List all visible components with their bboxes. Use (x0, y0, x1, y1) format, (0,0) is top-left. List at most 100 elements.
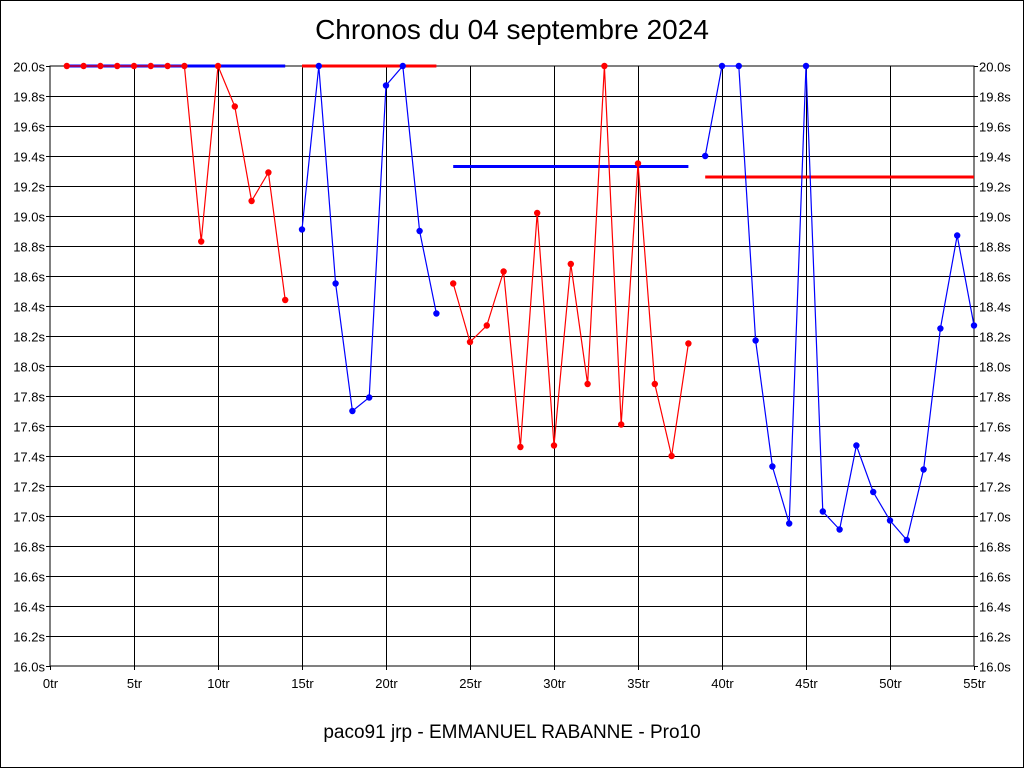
x-tick-label: 30tr (543, 676, 566, 691)
y-tick-label: 16.4s (13, 600, 45, 615)
data-point (382, 82, 390, 89)
x-tick-label: 50tr (879, 676, 902, 691)
y-tick-label: 17.8s (13, 390, 45, 405)
data-point (836, 526, 843, 533)
data-point (366, 394, 373, 401)
y-tick-label: 19.8s (13, 90, 45, 105)
series-line-4 (704, 65, 975, 542)
y-tick-label-right: 16.6s (979, 570, 1011, 585)
x-tick-label: 55tr (963, 676, 986, 691)
data-point (954, 232, 961, 239)
data-point (819, 508, 826, 515)
series-line-1 (66, 65, 286, 301)
data-point (937, 325, 944, 332)
data-point (970, 322, 978, 329)
data-point (870, 488, 877, 496)
grid (50, 66, 974, 666)
data-point (231, 103, 238, 110)
y-tick-label-right: 18.2s (979, 330, 1011, 345)
x-tick-label: 25tr (459, 676, 482, 691)
x-tick-label: 10tr (207, 676, 230, 691)
y-tick-label-right: 18.0s (979, 360, 1011, 375)
y-tick-label-right: 17.4s (979, 450, 1011, 465)
y-tick-label: 18.2s (13, 330, 45, 345)
data-point (802, 62, 810, 70)
y-tick-label: 18.0s (13, 360, 45, 375)
y-tick-label: 17.0s (13, 510, 45, 525)
data-point (634, 160, 642, 167)
y-tick-label: 17.2s (13, 480, 45, 495)
data-point (198, 238, 205, 245)
data-point (80, 62, 87, 70)
y-tick-label-right: 17.2s (979, 480, 1011, 495)
y-tick-label-right: 16.0s (979, 660, 1011, 675)
data-point (920, 466, 927, 473)
data-point (399, 62, 406, 70)
x-tick-label: 45tr (795, 676, 818, 691)
data-points (63, 62, 978, 544)
y-tick-label-right: 17.8s (979, 390, 1011, 405)
y-tick-label-right: 18.8s (979, 240, 1011, 255)
data-point (298, 226, 306, 233)
data-point (886, 517, 894, 524)
y-tick-label: 20.0s (13, 60, 45, 75)
data-point (130, 62, 138, 70)
y-tick-label: 16.8s (13, 540, 45, 555)
y-tick-label-right: 20.0s (979, 60, 1011, 75)
data-point (584, 380, 591, 388)
data-point (466, 338, 474, 346)
data-point (147, 62, 154, 70)
data-point (903, 536, 910, 544)
y-tick-label-right: 16.8s (979, 540, 1011, 555)
series-lines (66, 64, 975, 542)
data-point (97, 62, 104, 70)
y-tick-label: 19.6s (13, 120, 45, 135)
data-point (668, 452, 675, 460)
y-tick-label: 18.6s (13, 270, 45, 285)
data-point (450, 280, 457, 287)
data-point (651, 380, 658, 388)
y-tick-label-right: 19.4s (979, 150, 1011, 165)
data-point (550, 442, 558, 449)
data-point (164, 62, 171, 70)
y-tick-label-right: 16.2s (979, 630, 1011, 645)
data-point (349, 407, 356, 415)
y-tick-label-right: 18.4s (979, 300, 1011, 315)
x-tick-label: 35tr (627, 676, 650, 691)
data-point (718, 62, 726, 70)
y-tick-label-right: 19.0s (979, 210, 1011, 225)
y-tick-label-right: 19.8s (979, 90, 1011, 105)
data-point (265, 169, 272, 176)
y-tick-label: 19.0s (13, 210, 45, 225)
y-tick-label-right: 18.6s (979, 270, 1011, 285)
data-point (534, 209, 541, 217)
y-tick-label: 18.4s (13, 300, 45, 315)
y-tick-label-right: 19.2s (979, 180, 1011, 195)
data-point (517, 443, 524, 451)
y-tick-label: 16.2s (13, 630, 45, 645)
y-tick-label-right: 16.4s (979, 600, 1011, 615)
data-point (282, 296, 289, 304)
data-point (248, 197, 255, 205)
y-tick-label: 17.4s (13, 450, 45, 465)
y-tick-label: 16.6s (13, 570, 45, 585)
x-tick-label: 40tr (711, 676, 734, 691)
data-point (786, 520, 793, 527)
data-point (601, 62, 608, 70)
data-point (214, 62, 222, 70)
x-tick-label: 20tr (375, 676, 398, 691)
series-line-2 (301, 64, 437, 413)
x-tick-label: 0tr (43, 676, 59, 691)
data-point (433, 310, 440, 317)
data-point (114, 62, 121, 70)
data-point (483, 322, 490, 329)
y-tick-label: 19.2s (13, 180, 45, 195)
data-point (416, 227, 423, 235)
axes: 16.0s 16.0s 16.2s 16.2s 16.4s 16.4s 16.6s 16.6s… (13, 60, 1011, 692)
data-point (332, 280, 339, 287)
data-point (702, 152, 709, 160)
chart-title: Chronos du 04 septembre 2024 (315, 14, 709, 45)
data-point (618, 421, 625, 428)
